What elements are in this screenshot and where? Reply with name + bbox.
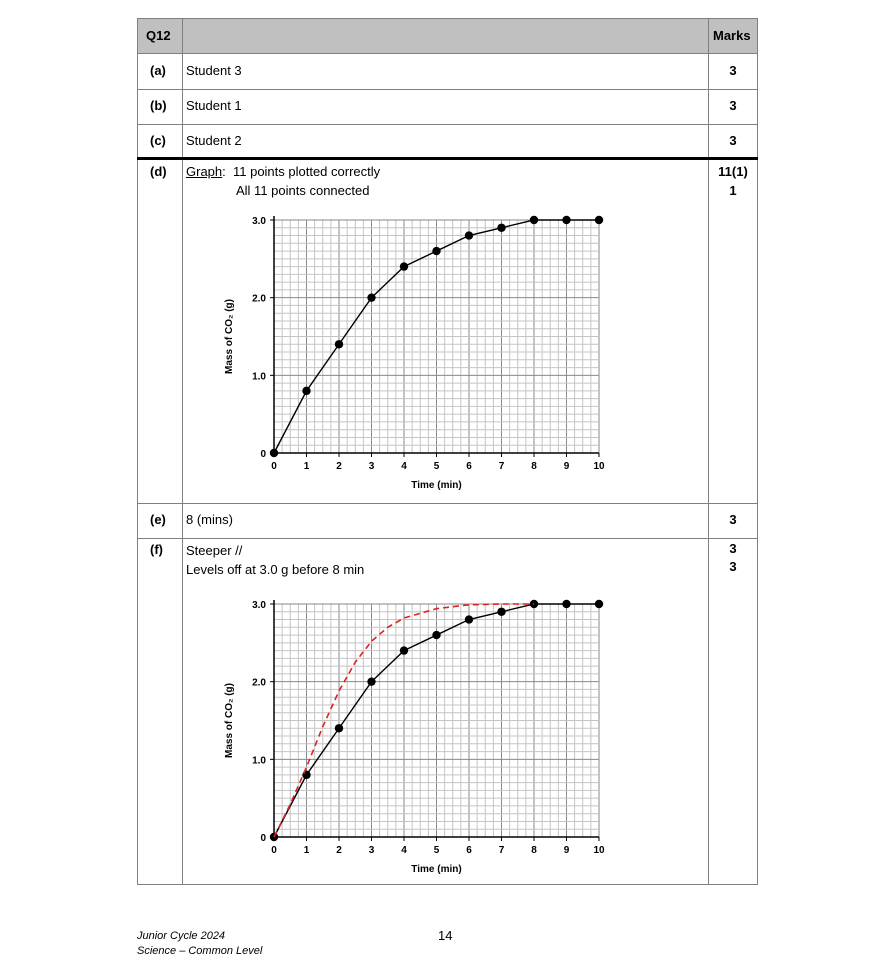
x-tick-label: 0 — [271, 461, 277, 472]
marks-heading: Marks — [713, 28, 751, 43]
data-point — [269, 448, 279, 458]
x-tick-label: 4 — [401, 845, 407, 856]
data-point — [367, 293, 376, 302]
answer-text: Student 3 — [186, 63, 242, 78]
question-number: Q12 — [146, 28, 171, 43]
answer-text: Student 1 — [186, 98, 242, 113]
x-tick-label: 3 — [369, 461, 375, 472]
answer-text: Levels off at 3.0 g before 8 min — [186, 562, 365, 577]
x-tick-label: 6 — [466, 461, 472, 472]
page-number: 14 — [438, 928, 453, 943]
table-border-bottom — [137, 884, 758, 885]
x-tick-label: 1 — [304, 845, 310, 856]
x-axis-label: Time (min) — [411, 864, 461, 875]
answer-text: Steeper // — [186, 543, 243, 558]
footer-exam-title: Junior Cycle 2024 — [137, 930, 226, 942]
x-tick-label: 1 — [304, 461, 310, 472]
data-point — [464, 615, 474, 624]
x-tick-label: 2 — [336, 461, 342, 472]
y-tick-label: 0 — [260, 833, 266, 844]
answer-text: Student 2 — [186, 133, 242, 148]
graph-label: Graph — [186, 164, 223, 179]
data-point — [497, 223, 506, 232]
data-point — [562, 599, 571, 609]
y-tick-label: 2.0 — [252, 294, 266, 305]
column-divider-part — [182, 18, 183, 885]
data-point — [367, 677, 376, 686]
y-axis-label: Mass of CO₂ (g) — [224, 683, 235, 758]
row-divider — [137, 538, 758, 539]
mark-value: 3 — [729, 98, 737, 113]
x-tick-label: 8 — [531, 461, 537, 472]
x-tick-label: 3 — [369, 845, 375, 856]
data-point — [432, 630, 441, 640]
row-divider — [137, 89, 758, 90]
footer-exam-level: Science – Common Level — [137, 945, 263, 957]
mark-value: 3 — [729, 133, 737, 148]
table-border-top — [137, 18, 758, 19]
data-point — [334, 724, 344, 733]
row-divider — [137, 503, 758, 504]
part-label: (b) — [150, 98, 167, 113]
mark-value: 3 — [729, 512, 737, 527]
data-point — [302, 386, 311, 396]
table-border-left — [137, 18, 138, 885]
mark-value: 1 — [729, 183, 737, 198]
part-label: (a) — [150, 63, 166, 78]
thick-row-divider — [137, 157, 758, 160]
data-point — [594, 599, 604, 609]
part-label: (d) — [150, 164, 167, 179]
x-tick-label: 5 — [434, 461, 440, 472]
mark-value: 11(1) — [718, 164, 748, 179]
y-tick-label: 0 — [260, 449, 266, 460]
part-label: (f) — [150, 542, 163, 557]
x-tick-label: 5 — [434, 845, 440, 856]
y-tick-label: 3.0 — [252, 216, 266, 227]
x-tick-label: 9 — [564, 461, 570, 472]
data-point — [399, 262, 409, 271]
data-point — [464, 231, 474, 240]
data-point — [334, 340, 344, 349]
column-divider-marks — [708, 18, 709, 885]
graph-criterion-1: : 11 points plotted correctly — [222, 164, 381, 179]
data-point — [529, 215, 539, 225]
y-tick-label: 2.0 — [252, 678, 266, 689]
chart-mass-vs-time-f: 0 1 2 3 4 5 6 7 8 9 10 0 1.0 2.0 3.0 Time (min) Mass of … — [224, 599, 605, 875]
graph-criterion-2: All 11 points connected — [236, 183, 370, 198]
mark-value: 3 — [729, 63, 737, 78]
y-axis-label: Mass of CO₂ (g) — [224, 299, 235, 374]
mark-value: 3 — [729, 541, 737, 556]
chart-mass-vs-time-d: 0 1 2 3 4 5 6 7 8 9 10 0 1.0 2.0 3.0 Time (min) Mass of … — [224, 215, 605, 491]
x-tick-label: 7 — [499, 845, 505, 856]
x-tick-label: 10 — [593, 845, 605, 856]
data-point — [432, 246, 441, 256]
x-tick-label: 7 — [499, 461, 505, 472]
mark-value: 3 — [729, 559, 737, 574]
row-divider — [137, 53, 758, 54]
y-tick-label: 1.0 — [252, 371, 266, 382]
answer-text: Graph: 11 points plotted correctly — [186, 164, 380, 179]
x-tick-label: 6 — [466, 845, 472, 856]
data-point — [497, 607, 506, 616]
part-label: (c) — [150, 133, 166, 148]
x-tick-label: 0 — [271, 845, 277, 856]
table-header-row — [137, 18, 757, 53]
table-border-right — [757, 18, 758, 885]
data-point — [594, 215, 604, 225]
x-axis-label: Time (min) — [411, 480, 461, 491]
row-divider — [137, 124, 758, 125]
y-tick-label: 3.0 — [252, 600, 266, 611]
part-label: (e) — [150, 512, 166, 527]
x-tick-label: 10 — [593, 461, 605, 472]
x-tick-label: 8 — [531, 845, 537, 856]
x-tick-label: 9 — [564, 845, 570, 856]
x-tick-label: 4 — [401, 461, 407, 472]
data-point — [399, 646, 409, 655]
y-tick-label: 1.0 — [252, 755, 266, 766]
x-tick-label: 2 — [336, 845, 342, 856]
answer-text: 8 (mins) — [186, 512, 233, 527]
data-point — [562, 215, 571, 225]
